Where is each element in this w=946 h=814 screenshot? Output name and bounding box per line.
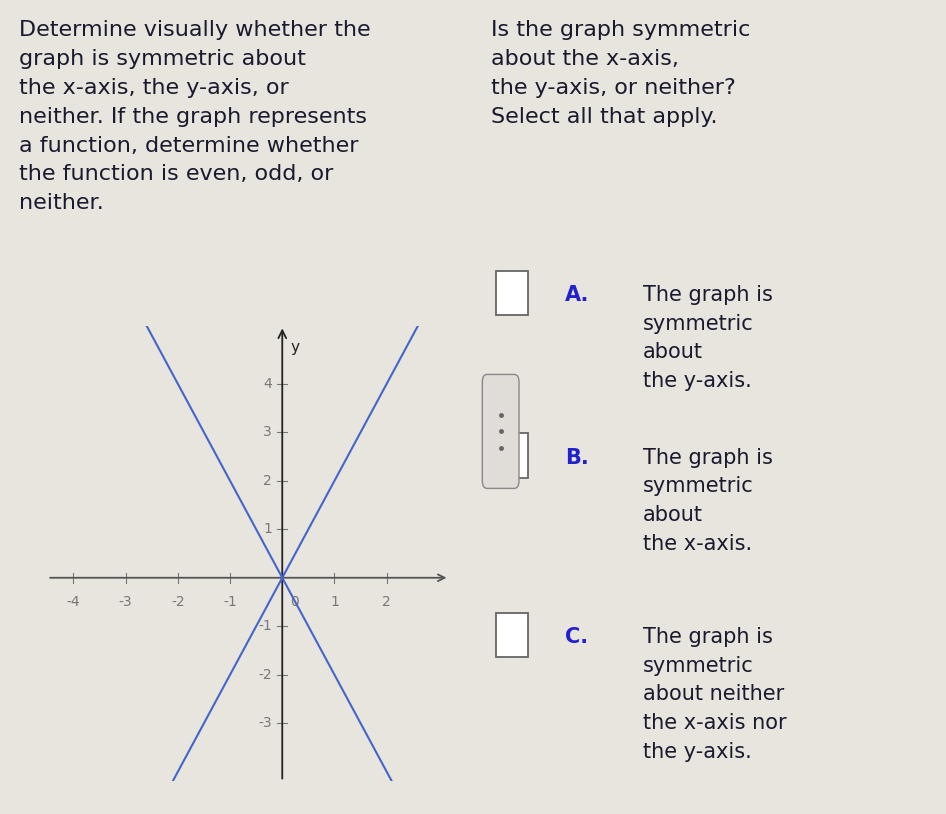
Text: -1: -1 — [223, 595, 236, 609]
Text: 1: 1 — [263, 523, 272, 536]
Text: -1: -1 — [258, 619, 272, 633]
Text: 2: 2 — [263, 474, 272, 488]
FancyBboxPatch shape — [496, 270, 528, 315]
Text: -2: -2 — [171, 595, 184, 609]
Text: 3: 3 — [263, 425, 272, 440]
Text: -3: -3 — [119, 595, 132, 609]
Text: C.: C. — [565, 627, 588, 647]
Text: -3: -3 — [258, 716, 272, 730]
FancyBboxPatch shape — [496, 612, 528, 658]
Text: B.: B. — [565, 448, 588, 468]
Text: 2: 2 — [382, 595, 391, 609]
Text: The graph is
symmetric
about neither
the x-axis nor
the y-axis.: The graph is symmetric about neither the… — [643, 627, 786, 762]
Text: -4: -4 — [66, 595, 80, 609]
FancyBboxPatch shape — [482, 374, 519, 488]
Text: The graph is
symmetric
about
the y-axis.: The graph is symmetric about the y-axis. — [643, 285, 773, 392]
Text: A.: A. — [565, 285, 589, 305]
Text: Is the graph symmetric
about the x-axis,
the y-axis, or neither?
Select all that: Is the graph symmetric about the x-axis,… — [492, 20, 751, 127]
FancyBboxPatch shape — [496, 434, 528, 479]
Text: 1: 1 — [330, 595, 339, 609]
Text: y: y — [290, 340, 299, 355]
Text: The graph is
symmetric
about
the x-axis.: The graph is symmetric about the x-axis. — [643, 448, 773, 554]
Text: -2: -2 — [258, 667, 272, 682]
Text: Determine visually whether the
graph is symmetric about
the x-axis, the y-axis, : Determine visually whether the graph is … — [19, 20, 370, 213]
Text: 4: 4 — [263, 377, 272, 391]
Text: 0: 0 — [290, 595, 299, 609]
